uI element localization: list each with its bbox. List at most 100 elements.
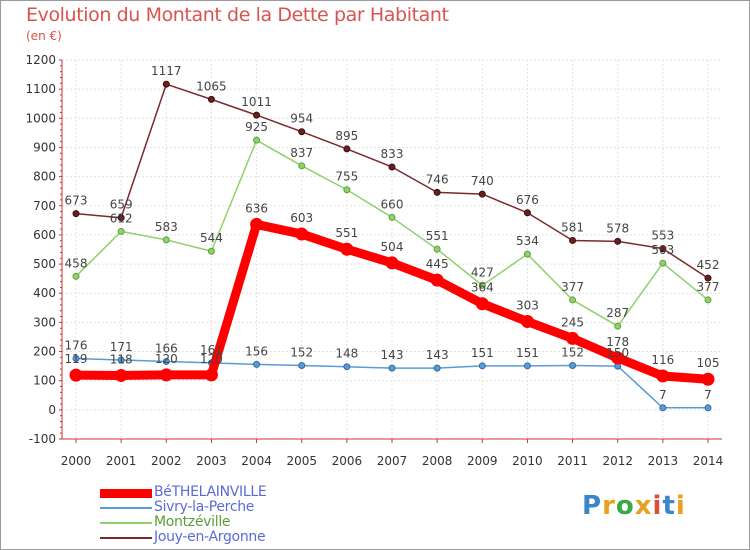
x-tick-label: 2007 [377, 454, 408, 468]
y-tick-label: 0 [48, 403, 56, 417]
data-label-sivry-la-perche: 143 [426, 348, 449, 362]
series [69, 80, 715, 412]
data-point-bethelainville [114, 368, 128, 382]
logo-letter: i [675, 491, 686, 521]
legend-label: Sivry-la-Perche [154, 499, 255, 515]
data-point-jouy-en-argonne [117, 214, 125, 222]
data-label-montzeville: 427 [471, 265, 494, 279]
data-label-jouy-en-argonne: 578 [606, 221, 629, 235]
data-label-sivry-la-perche: 176 [65, 339, 88, 353]
data-point-montzeville [207, 247, 215, 255]
data-point-bethelainville [250, 217, 264, 231]
data-label-sivry-la-perche: 151 [471, 346, 494, 360]
data-label-montzeville: 377 [561, 280, 584, 294]
legend-label: Jouy-en-Argonne [154, 529, 266, 545]
data-point-sivry-la-perche [569, 362, 577, 370]
x-tick-label: 2005 [286, 454, 317, 468]
x-tick-label: 2009 [467, 454, 498, 468]
data-label-bethelainville: 636 [245, 201, 268, 215]
data-point-montzeville [433, 245, 441, 253]
legend-label: BéTHELAINVILLE [154, 484, 267, 500]
data-point-jouy-en-argonne [523, 209, 531, 217]
data-point-jouy-en-argonne [207, 95, 215, 103]
data-label-montzeville: 544 [200, 231, 223, 245]
data-label-bethelainville: 303 [516, 299, 539, 313]
data-point-sivry-la-perche [298, 362, 306, 370]
legend: BéTHELAINVILLE Sivry-la-Perche Montzéville… [100, 484, 360, 546]
data-point-montzeville [298, 162, 306, 170]
axes: -100 0 100 200 300 400 500 600 700 800 900 1000 1100… [25, 53, 723, 468]
proxiti-logo: Proxiti [582, 491, 686, 521]
data-point-sivry-la-perche [388, 364, 396, 372]
data-label-jouy-en-argonne: 1117 [151, 64, 182, 78]
data-label-montzeville: 837 [290, 146, 313, 160]
data-point-montzeville [162, 236, 170, 244]
y-tick-label: 400 [33, 286, 56, 300]
y-tick-label: 1100 [25, 82, 56, 96]
data-point-montzeville [343, 186, 351, 194]
data-point-sivry-la-perche [433, 364, 441, 372]
y-tick-label: 900 [33, 140, 56, 154]
data-label-montzeville: 925 [245, 120, 268, 134]
data-label-bethelainville: 445 [426, 257, 449, 271]
data-point-bethelainville [385, 256, 399, 270]
data-label-jouy-en-argonne: 740 [471, 174, 494, 188]
data-point-jouy-en-argonne [253, 111, 261, 119]
data-point-sivry-la-perche [343, 363, 351, 371]
data-label-bethelainville: 178 [606, 335, 629, 349]
data-point-montzeville [388, 213, 396, 221]
data-label-bethelainville: 551 [335, 226, 358, 240]
data-label-montzeville: 551 [426, 229, 449, 243]
data-point-sivry-la-perche [523, 362, 531, 370]
data-label-jouy-en-argonne: 452 [697, 258, 720, 272]
data-label-jouy-en-argonne: 581 [561, 220, 584, 234]
legend-swatch [100, 507, 152, 509]
data-label-jouy-en-argonne: 676 [516, 193, 539, 207]
data-point-sivry-la-perche [162, 357, 170, 365]
data-label-bethelainville: 364 [471, 281, 494, 295]
data-label-sivry-la-perche: 156 [245, 344, 268, 358]
legend-swatch [100, 537, 152, 539]
logo-letter: P [582, 491, 603, 521]
data-point-montzeville [614, 322, 622, 330]
data-label-montzeville: 503 [651, 243, 674, 257]
data-label-sivry-la-perche: 166 [155, 341, 178, 355]
data-point-montzeville [704, 296, 712, 304]
y-tick-label: 600 [33, 228, 56, 242]
data-label-sivry-la-perche: 152 [290, 346, 313, 360]
data-point-sivry-la-perche [704, 404, 712, 412]
x-tick-label: 2011 [557, 454, 588, 468]
data-label-jouy-en-argonne: 833 [381, 147, 404, 161]
logo-letter: x [634, 491, 653, 521]
legend-label: Montzéville [154, 514, 231, 530]
legend-swatch [100, 522, 152, 524]
data-label-bethelainville: 245 [561, 315, 584, 329]
y-tick-label: -100 [29, 432, 56, 446]
data-point-sivry-la-perche [72, 355, 80, 363]
data-label-sivry-la-perche: 150 [606, 346, 629, 360]
data-label-montzeville: 583 [155, 220, 178, 234]
chart-subtitle: (en €) [26, 29, 62, 43]
data-point-jouy-en-argonne [478, 190, 486, 198]
data-label-bethelainville: 603 [290, 211, 313, 225]
data-point-jouy-en-argonne [704, 274, 712, 282]
data-label-sivry-la-perche: 7 [659, 388, 667, 402]
data-label-jouy-en-argonne: 746 [426, 172, 449, 186]
data-point-bethelainville [701, 372, 715, 386]
x-tick-label: 2001 [106, 454, 137, 468]
data-label-jouy-en-argonne: 659 [110, 198, 133, 212]
data-label-jouy-en-argonne: 673 [65, 194, 88, 208]
data-label-jouy-en-argonne: 895 [335, 129, 358, 143]
y-tick-label: 800 [33, 170, 56, 184]
y-tick-label: 1000 [25, 111, 56, 125]
data-label-montzeville: 377 [697, 280, 720, 294]
data-point-jouy-en-argonne [298, 128, 306, 136]
x-tick-label: 2012 [602, 454, 633, 468]
data-label-montzeville: 660 [381, 197, 404, 211]
data-point-jouy-en-argonne [72, 210, 80, 218]
data-label-montzeville: 458 [65, 256, 88, 270]
data-point-bethelainville [340, 242, 354, 256]
data-point-sivry-la-perche [478, 362, 486, 370]
